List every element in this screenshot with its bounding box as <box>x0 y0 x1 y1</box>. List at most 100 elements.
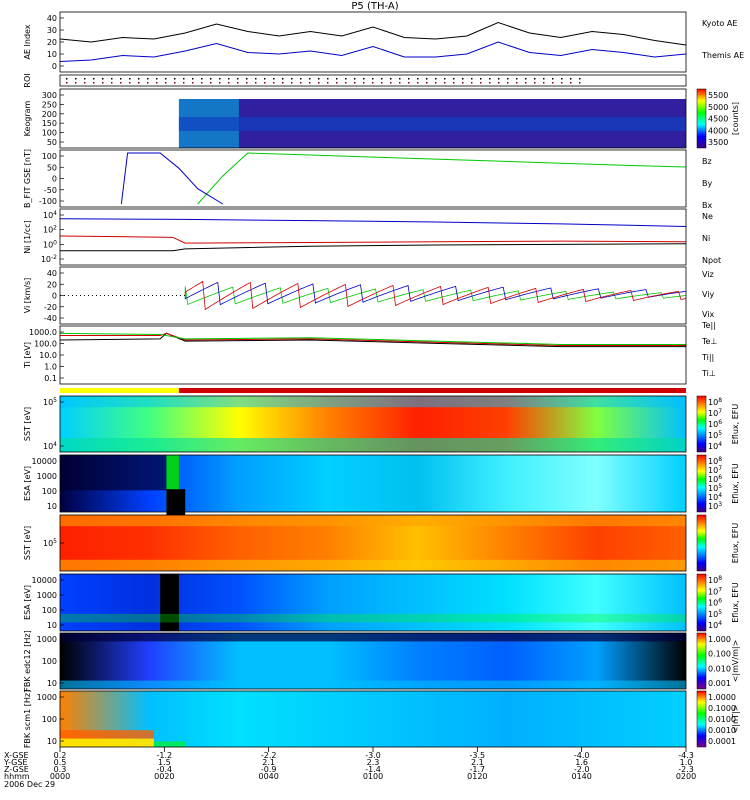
ae-ytick: 30 <box>47 26 57 35</box>
temperature-ytick: 1.0 <box>44 363 57 372</box>
roi-dot <box>516 78 518 80</box>
roi-dot <box>561 82 563 84</box>
density-ytick: 104 <box>43 210 57 220</box>
ae-ylabel: AE Index <box>23 24 32 59</box>
sst_e-band <box>60 515 686 527</box>
esa_i-colorbar-tick: 108 <box>708 456 722 466</box>
roi-dot <box>147 82 149 84</box>
roi-dot <box>165 78 167 80</box>
temperature-ytick: 0.1 <box>44 374 57 383</box>
roi-dot <box>390 78 392 80</box>
sst_e-band <box>60 559 686 571</box>
roi-dot <box>444 78 446 80</box>
esa_e-colorbar-tick: 107 <box>708 586 722 596</box>
x-tick-label: 0.5 <box>54 758 67 767</box>
roi-dot <box>534 78 536 80</box>
bfield-series-line <box>197 152 687 205</box>
fbk_b-ylabel: FBK scm1 [Hz] <box>23 690 32 748</box>
sst_i-colorbar-tick: 104 <box>708 441 722 451</box>
fbk_e-colorbar-tick: 0.010 <box>708 664 731 673</box>
density-ytick: 102 <box>43 225 57 235</box>
roi-dot <box>264 78 266 80</box>
roi-dot <box>552 78 554 80</box>
sst_i-colorbar <box>696 395 707 453</box>
roi-dot <box>192 78 194 80</box>
fbk_b-colorbar-label: <|nT|> <box>731 705 740 734</box>
fbk_b-colorbar-tick: 0.0010 <box>708 726 736 735</box>
roi-dot <box>129 82 131 84</box>
roi-dot <box>210 78 212 80</box>
density-legend-label: Npot <box>702 256 721 265</box>
roi-dot <box>345 82 347 84</box>
x-axis-row-label: X-GSE <box>4 751 29 760</box>
roi-dot <box>102 78 104 80</box>
ae-series-line <box>59 21 687 46</box>
esa_i-ytick: 10 <box>47 502 57 511</box>
roi-dot <box>498 82 500 84</box>
roi-dot <box>318 78 320 80</box>
keogram-colorbar-tick: 5500 <box>708 91 728 100</box>
roi-dot <box>75 78 77 80</box>
esa_i-colorbar-tick: 103 <box>708 501 722 511</box>
roi-dot <box>408 78 410 80</box>
velocity-trace <box>184 280 687 311</box>
x-tick-label: 2.3 <box>367 758 380 767</box>
esa_e-ytick: 1000 <box>37 591 57 600</box>
velocity-ytick: -20 <box>44 303 57 312</box>
sst_i-frame <box>59 395 687 453</box>
temperature-ylabel: Ti [eV] <box>23 342 32 369</box>
roi-dot <box>507 78 509 80</box>
bfield-ylabel: B_FIT GSE [nT] <box>23 149 32 208</box>
roi-frame <box>59 74 687 87</box>
bfield-legend-label: By <box>702 179 712 188</box>
density-frame <box>59 208 687 266</box>
roi-dot <box>390 82 392 84</box>
temperature-series-line <box>59 332 686 345</box>
x-tick-label: 0140 <box>571 772 591 781</box>
roi-dot <box>291 82 293 84</box>
velocity-ytick: 40 <box>47 269 57 278</box>
roi-dot <box>462 82 464 84</box>
esa_e-colorbar-tick: 105 <box>708 609 722 619</box>
x-tick-label: -2.2 <box>261 751 277 760</box>
x-tick-label: 1.0 <box>680 758 693 767</box>
roi-dot <box>228 82 230 84</box>
x-tick-label: 0100 <box>363 772 383 781</box>
roi-dot <box>300 78 302 80</box>
roi-dot <box>543 82 545 84</box>
sst_i-ylabel: SST [eV] <box>23 407 32 441</box>
roi-dot <box>255 78 257 80</box>
roi-dot <box>210 82 212 84</box>
esa_e-colorbar-tick: 108 <box>708 575 722 585</box>
roi-dot <box>219 82 221 84</box>
ae-ytick: 0 <box>52 62 57 71</box>
velocity-ytick: 20 <box>47 280 57 289</box>
sst_e-ylabel: SST [eV] <box>23 526 32 560</box>
bfield-ytick: -100 <box>39 197 57 206</box>
roi-dot <box>228 78 230 80</box>
sst_i-colorbar-tick: 108 <box>708 397 722 407</box>
density-legend-label: Ne <box>702 212 713 221</box>
x-axis-row-label: Z-GSE <box>4 765 29 774</box>
density-ytick: 100 <box>43 239 57 249</box>
roi-dot <box>372 78 374 80</box>
ae-series-line <box>59 41 687 62</box>
sst_i-band <box>60 396 686 408</box>
roi-dot <box>156 82 158 84</box>
esa_i-ylabel: ESA [eV] <box>23 466 32 501</box>
x-tick-label: -2.3 <box>678 765 694 774</box>
fbk_b-colorbar-tick: 0.1000 <box>708 704 736 713</box>
roi-dot <box>282 82 284 84</box>
temperature-legend-label: Ti⊥ <box>701 369 716 378</box>
roi-ylabel: ROI <box>23 73 32 87</box>
bfield-ytick: 50 <box>47 163 57 172</box>
x-tick-label: -1.4 <box>365 765 381 774</box>
keogram-ytick: 100 <box>42 129 57 138</box>
x-axis-row-label: Y-GSE <box>3 758 27 767</box>
esa_i-colorbar-tick: 106 <box>708 474 722 484</box>
fbk_e-ytick: 10 <box>47 679 57 688</box>
roi-dot <box>192 82 194 84</box>
roi-dot <box>318 82 320 84</box>
roi-dot <box>66 82 68 84</box>
roi-dot <box>498 78 500 80</box>
